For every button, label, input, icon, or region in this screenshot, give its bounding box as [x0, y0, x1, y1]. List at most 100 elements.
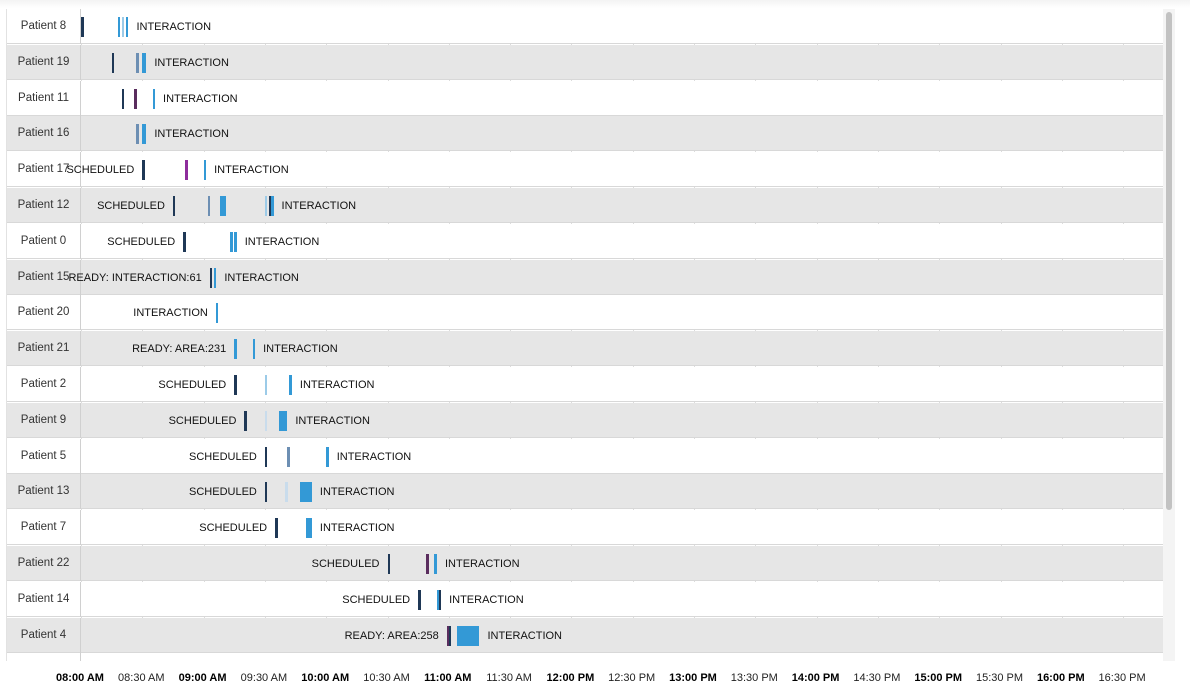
event-mark-scheduled[interactable] [268, 196, 272, 216]
event-label-before: SCHEDULED [311, 558, 380, 570]
tick-label: 08:00 AM [56, 672, 104, 684]
table-row[interactable]: Patient 17 SCHEDULED INTERACTION [7, 152, 1163, 187]
event-mark-assigned[interactable] [446, 626, 450, 646]
vertical-scrollbar[interactable] [1163, 9, 1175, 661]
tick-label: 10:00 AM [301, 672, 350, 684]
table-row[interactable]: Patient 20 INTERACTION [7, 295, 1163, 330]
event-mark-pale[interactable] [264, 411, 268, 431]
event-label-before: SCHEDULED [199, 522, 268, 534]
time-axis: 08:00 AM 08:30 AM 09:00 AM 09:30 AM 10:00 AM… [0, 664, 1190, 688]
event-label-after: INTERACTION [163, 93, 238, 105]
event-mark-scheduled[interactable] [183, 232, 186, 252]
scrollbar-thumb[interactable] [1166, 12, 1172, 510]
tick-label: 14:00 PM [791, 672, 840, 684]
event-mark-scheduled[interactable] [244, 411, 247, 431]
event-mark-interaction[interactable] [117, 17, 121, 37]
event-mark-interaction[interactable] [213, 268, 217, 288]
table-row[interactable]: Patient 13 SCHEDULED INTERACTION [7, 474, 1163, 509]
table-row[interactable]: Patient 21 READY: AREA:231 INTERACTION [7, 331, 1163, 366]
table-row[interactable]: Patient 4 READY: AREA:258 INTERACTION [7, 618, 1163, 653]
event-label-after: INTERACTION [336, 451, 412, 463]
event-mark-scheduled[interactable] [111, 53, 115, 73]
event-mark-interaction[interactable] [219, 196, 227, 216]
event-mark-interaction[interactable] [252, 339, 256, 359]
event-mark-interaction[interactable] [456, 626, 480, 646]
table-row[interactable]: Patient 2 SCHEDULED INTERACTION [7, 367, 1163, 402]
event-mark-ready[interactable] [136, 53, 139, 73]
event-mark-interaction[interactable] [305, 518, 312, 538]
event-mark-scheduled[interactable] [209, 268, 213, 288]
table-row[interactable]: Patient 5 SCHEDULED INTERACTION [7, 439, 1163, 474]
event-mark-scheduled[interactable] [387, 554, 390, 574]
event-mark-scheduled[interactable] [234, 375, 237, 395]
event-mark-light[interactable] [121, 17, 125, 37]
event-mark-interaction[interactable] [326, 447, 329, 467]
event-mark-interaction[interactable] [279, 411, 288, 431]
event-mark-assigned[interactable] [134, 89, 137, 109]
table-row[interactable]: Patient 8 INTERACTION [7, 9, 1163, 44]
tick-label: 13:30 PM [730, 672, 778, 684]
event-mark-scheduled[interactable] [418, 590, 421, 610]
row-label: Patient 21 [7, 331, 81, 366]
row-label: Patient 22 [7, 546, 81, 581]
table-row[interactable] [7, 653, 1163, 661]
event-mark-interaction[interactable] [142, 53, 147, 73]
event-label-after: INTERACTION [224, 272, 299, 284]
event-label-after: INTERACTION [214, 164, 289, 176]
event-mark-interaction[interactable] [289, 375, 292, 395]
event-mark-scheduled[interactable] [172, 196, 176, 216]
event-mark-interaction[interactable] [230, 232, 233, 252]
event-mark-scheduled[interactable] [121, 89, 125, 109]
event-mark-interaction[interactable] [271, 196, 274, 216]
event-mark-scheduled[interactable] [264, 447, 268, 467]
event-mark-scheduled[interactable] [142, 160, 145, 180]
event-mark-interaction[interactable] [215, 303, 219, 323]
event-label-after: INTERACTION [244, 236, 320, 248]
row-label: Patient 16 [7, 116, 81, 151]
table-row[interactable]: Patient 7 SCHEDULED INTERACTION [7, 510, 1163, 545]
event-mark-interaction[interactable] [434, 554, 437, 574]
event-label-before: READY: AREA:258 [344, 630, 439, 642]
event-mark-interaction[interactable] [234, 232, 237, 252]
tick-label: 11:00 AM [424, 672, 472, 684]
row-label [7, 653, 81, 661]
event-mark-ready[interactable] [136, 124, 139, 144]
event-mark-interaction[interactable] [299, 482, 312, 502]
table-row[interactable]: Patient 16 INTERACTION [7, 116, 1163, 151]
event-mark-interaction[interactable] [152, 89, 156, 109]
event-mark-light[interactable] [264, 196, 268, 216]
event-mark-light[interactable] [264, 375, 268, 395]
event-mark-pale[interactable] [285, 482, 288, 502]
top-border [0, 0, 1190, 8]
table-row[interactable]: Patient 22 SCHEDULED INTERACTION [7, 546, 1163, 581]
table-row[interactable]: Patient 15 READY: INTERACTION:61 INTERACTI… [7, 260, 1163, 295]
event-mark-scheduled[interactable] [275, 518, 278, 538]
event-label-after: INTERACTION [263, 343, 338, 355]
event-label-after: INTERACTION [319, 522, 395, 534]
event-mark-purple[interactable] [185, 160, 188, 180]
row-label: Patient 9 [7, 403, 81, 438]
event-mark-interaction[interactable] [125, 17, 129, 37]
tick-label: 13:00 PM [669, 672, 717, 684]
event-mark-scheduled[interactable] [448, 626, 452, 646]
row-label: Patient 4 [7, 618, 81, 653]
event-mark-interaction[interactable] [203, 160, 207, 180]
event-label-after: INTERACTION [299, 379, 375, 391]
table-row[interactable]: Patient 12 SCHEDULED INTERACTION [7, 188, 1163, 223]
table-row[interactable]: Patient 19 INTERACTION [7, 45, 1163, 80]
event-mark-interaction[interactable] [142, 124, 147, 144]
event-mark-ready[interactable] [287, 447, 290, 467]
event-mark-ready[interactable] [207, 196, 211, 216]
table-row[interactable]: Patient 0 SCHEDULED INTERACTION [7, 224, 1163, 259]
event-mark-interaction[interactable] [234, 339, 237, 359]
table-row[interactable]: Patient 9 SCHEDULED INTERACTION [7, 403, 1163, 438]
event-mark-interaction[interactable] [436, 590, 440, 610]
table-row[interactable]: Patient 11 INTERACTION [7, 81, 1163, 116]
event-mark-assigned[interactable] [426, 554, 429, 574]
timeline-viewport[interactable]: Patient 8 INTERACTION Patient 19 INTERACTIO… [6, 9, 1163, 661]
table-row[interactable]: Patient 14 SCHEDULED INTERACTION [7, 582, 1163, 617]
event-mark-scheduled[interactable] [264, 482, 268, 502]
event-mark-scheduled[interactable] [81, 17, 84, 37]
event-label-before: SCHEDULED [189, 486, 257, 498]
event-mark-scheduled[interactable] [438, 590, 442, 610]
